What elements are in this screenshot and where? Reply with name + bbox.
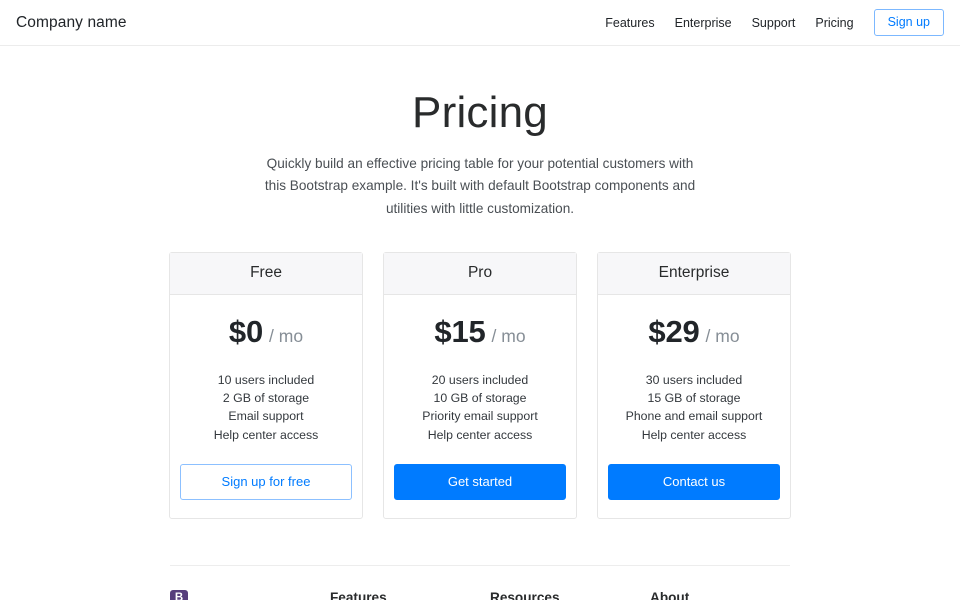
nav-link-features[interactable]: Features (605, 15, 655, 30)
bootstrap-logo-icon: B (170, 589, 188, 600)
contact-us-button[interactable]: Contact us (608, 464, 780, 500)
list-item: Priority email support (422, 409, 538, 424)
sign-up-for-free-button[interactable]: Sign up for free (180, 464, 352, 500)
plan-name: Pro (467, 263, 493, 281)
price-period: / mo (491, 325, 526, 346)
price-line: $0 / mo (229, 314, 303, 350)
nav-link-enterprise[interactable]: Enterprise (674, 15, 732, 30)
pricing-card-enterprise: Enterprise $29 / mo 30 users included 15… (597, 251, 791, 519)
price-line: $29 / mo (648, 314, 739, 350)
feature-list: 20 users included 10 GB of storage Prior… (422, 371, 538, 444)
feature-list: 10 users included 2 GB of storage Email … (214, 371, 319, 444)
pricing-card-header: Free (170, 252, 362, 295)
nav-link-support[interactable]: Support (751, 15, 796, 30)
pricing-card-body: $15 / mo 20 users included 10 GB of stor… (384, 295, 576, 518)
pricing-card-deck: Free $0 / mo 10 users included 2 GB of s… (169, 251, 791, 519)
list-item: Help center access (427, 427, 533, 442)
price-period: / mo (269, 325, 304, 346)
pricing-card-header: Enterprise (598, 252, 790, 295)
primary-nav: Features Enterprise Support Pricing Sign… (595, 9, 944, 36)
list-item: 10 GB of storage (433, 391, 527, 406)
list-item: Help center access (641, 427, 747, 442)
nav-link-pricing[interactable]: Pricing (815, 15, 854, 30)
list-item: Email support (228, 409, 304, 424)
pricing-card-free: Free $0 / mo 10 users included 2 GB of s… (169, 251, 363, 519)
plan-name: Enterprise (658, 263, 730, 281)
footer-column-heading: Features (330, 589, 387, 600)
pricing-card-header: Pro (384, 252, 576, 295)
list-item: Phone and email support (625, 409, 763, 424)
price-amount: $29 (648, 313, 700, 349)
get-started-button[interactable]: Get started (394, 464, 566, 500)
list-item: Help center access (213, 427, 319, 442)
list-item: 2 GB of storage (222, 391, 310, 406)
footer-column-heading: About (650, 589, 690, 600)
page-title: Pricing (412, 88, 548, 137)
sign-up-button[interactable]: Sign up (873, 9, 944, 36)
list-item: 20 users included (431, 372, 529, 387)
plan-name: Free (250, 263, 282, 281)
price-amount: $15 (434, 313, 486, 349)
footer-column-heading: Resources (490, 589, 560, 600)
pricing-card-body: $29 / mo 30 users included 15 GB of stor… (598, 295, 790, 518)
price-period: / mo (705, 325, 740, 346)
hero-section: Pricing Quickly build an effective prici… (0, 46, 960, 220)
price-line: $15 / mo (434, 314, 525, 350)
price-amount: $0 (228, 313, 264, 349)
footer-column-about: About Team Locations Privacy Terms (650, 590, 810, 600)
pricing-card-pro: Pro $15 / mo 20 users included 10 GB of … (383, 251, 577, 519)
footer-column-resources: Resources Resource Resource name Another… (490, 590, 650, 600)
footer-column-features: Features Cool stuff Random feature Team … (330, 590, 490, 600)
list-item: 10 users included (217, 372, 315, 387)
list-item: 30 users included (645, 372, 743, 387)
brand-title[interactable]: Company name (16, 13, 127, 31)
footer-wrapper: B © 2017 Features Cool stuff Random feat… (170, 564, 790, 600)
page-subtitle: Quickly build an effective pricing table… (264, 156, 696, 216)
list-item: 15 GB of storage (647, 391, 741, 406)
footer-divider (170, 564, 790, 566)
footer: B © 2017 Features Cool stuff Random feat… (170, 589, 790, 600)
feature-list: 30 users included 15 GB of storage Phone… (626, 371, 763, 444)
pricing-card-body: $0 / mo 10 users included 2 GB of storag… (170, 295, 362, 518)
navbar: Company name Features Enterprise Support… (0, 0, 960, 46)
footer-brand: B © 2017 (170, 589, 330, 600)
